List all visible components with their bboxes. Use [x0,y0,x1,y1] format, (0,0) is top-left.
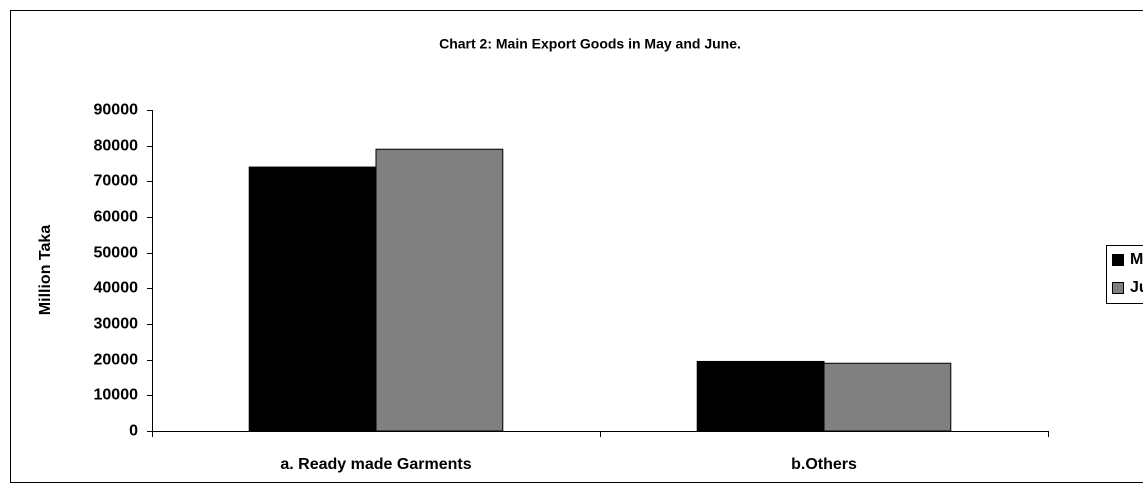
y-tick-label: 40000 [94,280,139,297]
y-tick-label: 90000 [94,102,139,119]
x-tick-label: b.Others [791,456,857,473]
y-tick-label: 70000 [94,173,139,190]
y-tick-label: 30000 [94,316,139,333]
bar [375,148,504,432]
x-tick-label: a. Ready made Garments [280,456,471,473]
y-tick-label: 10000 [94,387,139,404]
bar [823,362,952,432]
legend-label: May [1130,251,1143,268]
bar [696,360,825,432]
legend-swatch [1112,254,1124,266]
chart-frame [10,10,1143,483]
y-tick-label: 50000 [94,245,139,262]
y-axis-label: Million Taka [37,225,54,315]
y-tick-label: 0 [129,423,138,440]
y-tick-label: 20000 [94,352,139,369]
chart-title: Chart 2: Main Export Goods in May and Ju… [439,36,741,52]
legend-swatch [1112,282,1124,294]
legend-label: June [1130,279,1143,296]
y-tick-label: 60000 [94,209,139,226]
bar [248,166,377,432]
y-tick-label: 80000 [94,138,139,155]
